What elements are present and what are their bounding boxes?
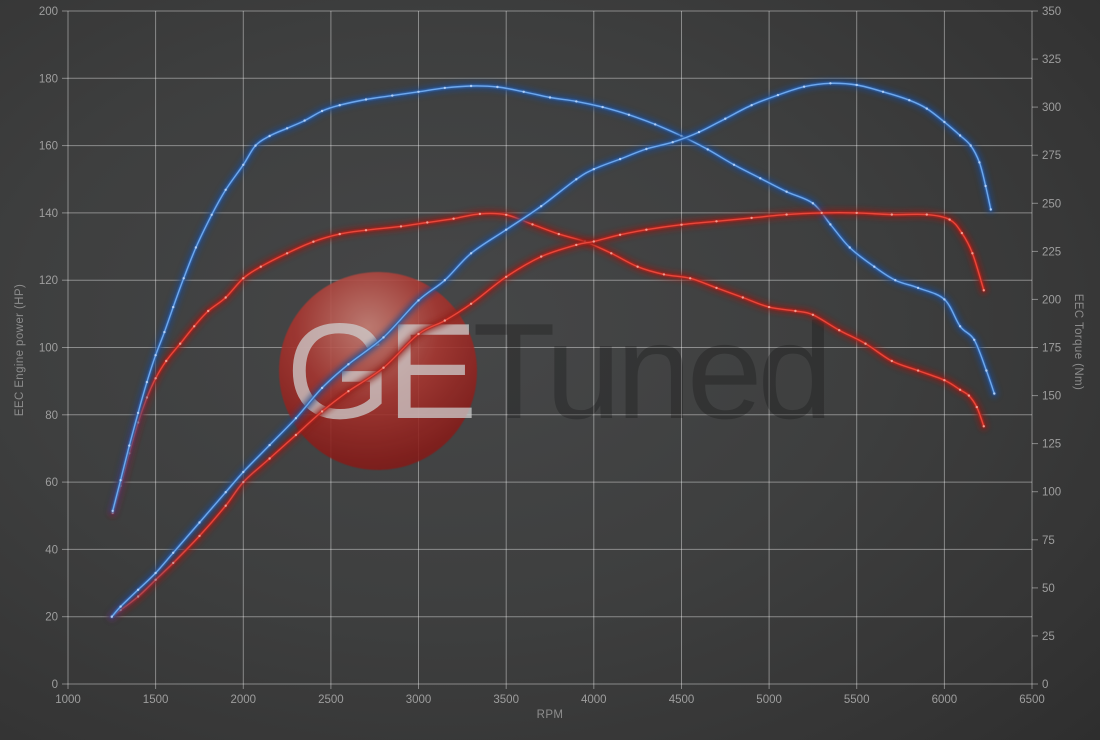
svg-text:120: 120: [39, 275, 58, 287]
svg-text:6000: 6000: [932, 694, 958, 706]
svg-text:4500: 4500: [669, 694, 695, 706]
svg-text:275: 275: [1042, 150, 1061, 162]
svg-text:100: 100: [39, 343, 58, 355]
svg-text:175: 175: [1042, 343, 1061, 355]
svg-text:60: 60: [45, 477, 58, 489]
svg-text:5500: 5500: [844, 694, 870, 706]
series-torque-blue: [107, 81, 1000, 516]
svg-text:150: 150: [1042, 391, 1061, 403]
svg-text:0: 0: [1042, 679, 1048, 691]
svg-text:75: 75: [1042, 535, 1055, 547]
svg-text:40: 40: [45, 544, 58, 556]
svg-text:2000: 2000: [231, 694, 257, 706]
svg-text:6500: 6500: [1019, 694, 1045, 706]
svg-text:250: 250: [1042, 198, 1061, 210]
svg-text:350: 350: [1042, 6, 1061, 18]
svg-text:200: 200: [39, 6, 58, 18]
svg-text:0: 0: [52, 679, 58, 691]
x-axis-title: RPM: [536, 709, 564, 721]
svg-text:125: 125: [1042, 439, 1061, 451]
svg-text:160: 160: [39, 141, 58, 153]
svg-text:5000: 5000: [756, 694, 782, 706]
svg-text:4000: 4000: [581, 694, 607, 706]
svg-text:200: 200: [1042, 294, 1061, 306]
svg-text:100: 100: [1042, 487, 1061, 499]
series-power-red: [107, 207, 989, 622]
y-axis-left-ticks: 0 20 40 60 80 100 120 140 160 180 200: [39, 6, 1032, 691]
svg-text:300: 300: [1042, 102, 1061, 114]
svg-text:3500: 3500: [493, 694, 519, 706]
y-axis-right-ticks: 0 25 50 75 100 125 150 175 200 225 250 275 300 325 350: [1032, 6, 1061, 691]
svg-text:225: 225: [1042, 246, 1061, 258]
svg-text:1500: 1500: [143, 694, 169, 706]
svg-text:140: 140: [39, 208, 58, 220]
watermark-text-secondary: Tuned: [472, 295, 834, 447]
svg-text:325: 325: [1042, 54, 1061, 66]
svg-text:50: 50: [1042, 583, 1055, 595]
svg-text:1000: 1000: [55, 694, 81, 706]
svg-text:3000: 3000: [406, 694, 432, 706]
watermark-text: GETuned: [286, 303, 833, 443]
svg-text:25: 25: [1042, 631, 1055, 643]
svg-text:20: 20: [45, 612, 58, 624]
svg-text:180: 180: [39, 73, 58, 85]
series-power-blue: [107, 78, 996, 622]
x-axis-ticks: 1000 1500 2000 2500 3000 3500 4000 4500 5000 5500…: [55, 11, 1045, 706]
y-axis-title-right: EEC Torque (Nm): [1072, 293, 1084, 391]
y-axis-title-left: EEC Engine power (HP): [14, 283, 26, 417]
svg-text:2500: 2500: [318, 694, 344, 706]
svg-text:80: 80: [45, 410, 58, 422]
